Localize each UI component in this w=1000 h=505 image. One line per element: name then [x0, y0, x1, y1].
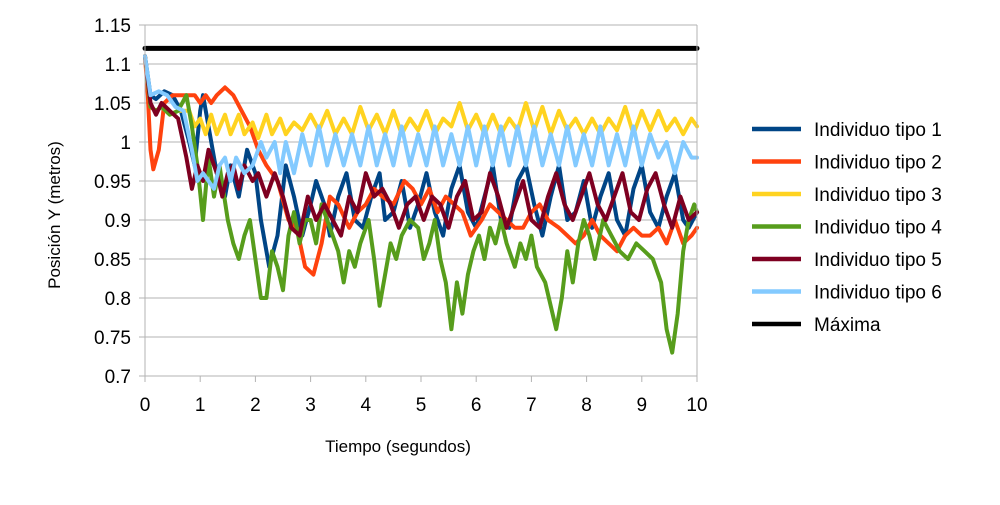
legend-label: Individuo tipo 2: [814, 153, 942, 174]
series-line-2: [143, 54, 699, 277]
x-tick-label: 3: [305, 395, 316, 416]
legend: Individuo tipo 1 Individuo tipo 2 Individu…: [752, 120, 942, 336]
series-line-3: [143, 54, 699, 141]
series-lines: [142, 45, 700, 355]
x-tick-label: 6: [471, 395, 482, 416]
x-tick-label: 7: [526, 395, 537, 416]
legend-label: Individuo tipo 4: [814, 218, 942, 239]
y-tick-label: 0.95: [94, 172, 131, 193]
y-tick-label: 1: [120, 133, 131, 154]
x-tick-label: 10: [686, 395, 707, 416]
x-tick-label: 8: [581, 395, 592, 416]
y-tick-label: 1.1: [105, 55, 131, 76]
y-tick-label: 0.75: [94, 328, 131, 349]
series-line-6: [143, 54, 699, 191]
x-axis-title: Tiempo (segundos): [325, 437, 471, 456]
y-axis-title: Posición Y (metros): [45, 141, 64, 289]
x-tick-label: 0: [140, 395, 151, 416]
x-tick-label: 4: [361, 395, 372, 416]
y-tick-label: 0.7: [105, 367, 131, 388]
series-line-5: [143, 54, 699, 238]
legend-label: Individuo tipo 3: [814, 185, 942, 206]
legend-label: Máxima: [814, 315, 881, 336]
x-tick-label: 2: [250, 395, 261, 416]
legend-label: Individuo tipo 5: [814, 250, 942, 271]
legend-label: Individuo tipo 1: [814, 120, 942, 141]
y-tick-label: 1.05: [94, 94, 131, 115]
axes: 0.7 0.75 0.8 0.85 0.9 0.95 1 1.05 1.1 1.15 0 1 2 3 4 5 6…: [94, 16, 708, 416]
x-tick-label: 9: [637, 395, 648, 416]
x-tick-label: 1: [195, 395, 206, 416]
x-tick-label: 5: [416, 395, 427, 416]
y-tick-label: 1.15: [94, 16, 131, 37]
y-tick-label: 0.9: [105, 211, 131, 232]
series-line-4: [143, 54, 699, 355]
legend-label: Individuo tipo 6: [814, 283, 942, 304]
y-tick-label: 0.8: [105, 289, 131, 310]
y-tick-label: 0.85: [94, 250, 131, 271]
